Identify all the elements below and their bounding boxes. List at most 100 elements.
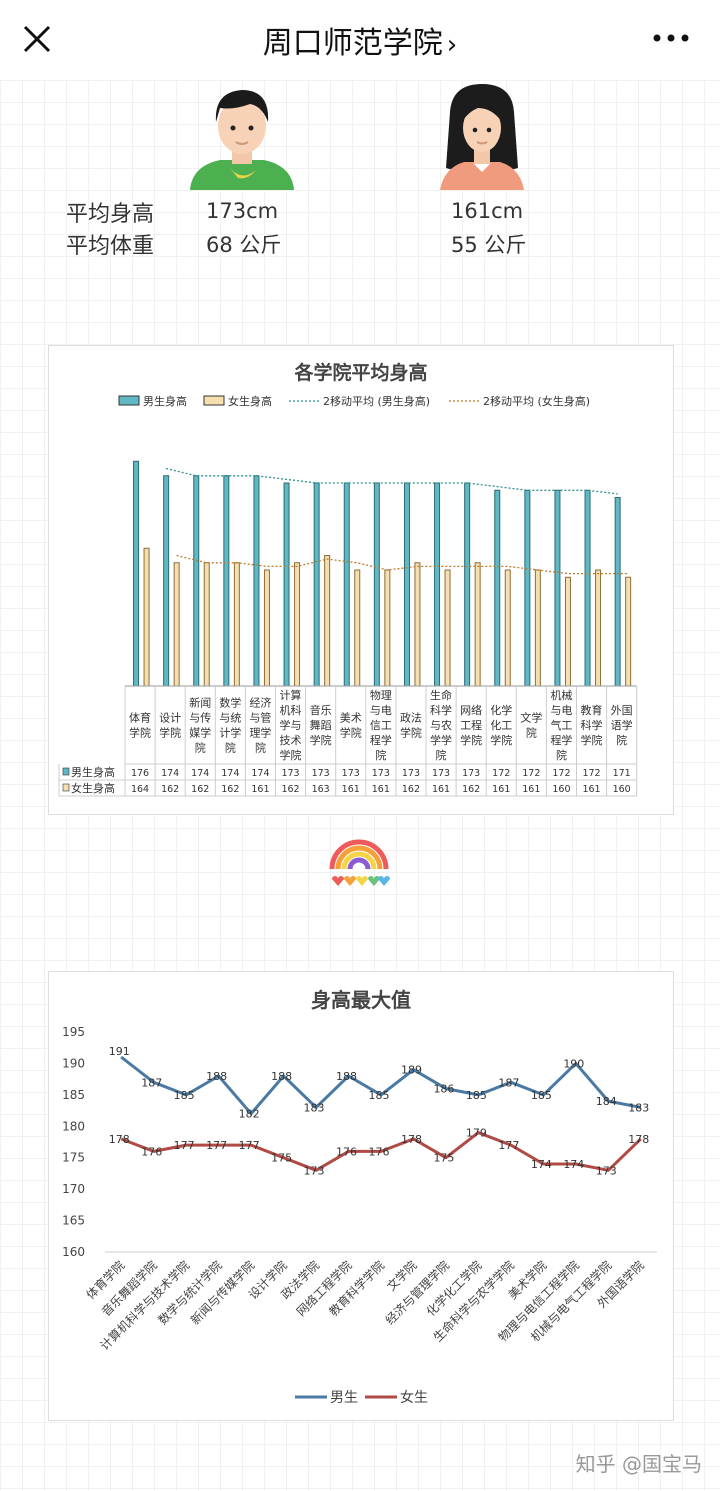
- data-label: 177: [174, 1139, 195, 1152]
- data-label: 183: [304, 1101, 325, 1114]
- data-label: 173: [596, 1164, 617, 1177]
- table-value-female: 160: [613, 784, 631, 795]
- data-label: 190: [563, 1057, 584, 1070]
- close-icon[interactable]: [22, 24, 52, 54]
- avg-height-label: 平均身高: [66, 202, 155, 227]
- category-label: 工程: [460, 719, 482, 732]
- category-label: 科学: [581, 718, 603, 732]
- bar-male: [584, 489, 591, 687]
- female-avg-height: 161cm: [451, 199, 524, 223]
- bar-male: [373, 482, 380, 687]
- legend-label-male: 男生身高: [143, 394, 187, 408]
- category-label: 院: [195, 741, 206, 755]
- data-label: 179: [466, 1127, 487, 1140]
- category-label: 学院: [490, 733, 512, 747]
- bar-male: [403, 482, 410, 687]
- line-chart: 195190185180175170165160体育学院音乐舞蹈学院计算机科学与…: [62, 1025, 657, 1406]
- category-label: 与电: [550, 704, 572, 717]
- data-label: 185: [369, 1089, 390, 1102]
- category-label: 网络: [460, 703, 482, 717]
- table-value-male: 171: [613, 768, 631, 779]
- table-value-male: 173: [402, 768, 420, 779]
- line-chart-title: 身高最大值: [311, 988, 411, 1012]
- page-title[interactable]: 周口师范学院 ›: [0, 18, 720, 62]
- table-row-label-female: 女生身高: [71, 781, 115, 795]
- category-label: 学与: [280, 718, 302, 732]
- category-label: 理学: [249, 726, 271, 740]
- bar-female: [444, 569, 451, 687]
- bar-female: [203, 562, 210, 687]
- data-label: 188: [206, 1070, 227, 1083]
- data-label: 174: [563, 1158, 584, 1171]
- table-value-female: 161: [492, 784, 510, 795]
- table-value-female: 163: [312, 784, 330, 795]
- data-label: 177: [498, 1139, 519, 1152]
- bar-female: [143, 547, 150, 687]
- category-label: 经济: [249, 696, 271, 710]
- category-label: 技术: [280, 734, 302, 747]
- watermark-text: 知乎 @国宝马: [575, 1452, 702, 1476]
- category-label: 教育: [581, 703, 603, 717]
- bar-female: [173, 562, 180, 687]
- male-avatar: [190, 90, 294, 190]
- data-label: 182: [239, 1108, 260, 1121]
- y-tick-label: 160: [62, 1245, 85, 1259]
- line-series-male: [120, 1055, 642, 1116]
- legend-label-male: 男生: [330, 1390, 358, 1406]
- bar-male: [614, 497, 621, 687]
- data-label: 175: [271, 1152, 292, 1165]
- data-label: 173: [304, 1164, 325, 1177]
- data-label: 177: [239, 1139, 260, 1152]
- table-value-female: 161: [432, 784, 450, 795]
- category-label: 设计: [159, 712, 181, 725]
- bar-male: [163, 475, 170, 687]
- rainbow-icon: [329, 839, 390, 886]
- table-value-female: 162: [191, 784, 209, 795]
- table-value-female: 162: [402, 784, 420, 795]
- category-label: 新闻: [189, 696, 211, 710]
- data-label: 174: [531, 1158, 552, 1171]
- data-label: 175: [433, 1152, 454, 1165]
- category-label: 化工: [490, 718, 512, 732]
- category-label: 学学: [430, 733, 452, 747]
- table-value-male: 172: [492, 768, 510, 779]
- more-icon[interactable]: [652, 28, 690, 48]
- category-label: 学院: [581, 733, 603, 747]
- legend-label-male-ma: 2移动平均 (男生身高): [323, 394, 430, 408]
- table-value-female: 164: [131, 784, 149, 795]
- data-label: 176: [336, 1145, 357, 1158]
- table-value-male: 173: [312, 768, 330, 779]
- category-label: 体育: [129, 711, 151, 725]
- male-avg-weight: 68 公斤: [206, 229, 281, 259]
- bar-female: [384, 569, 391, 687]
- data-label: 188: [271, 1070, 292, 1083]
- legend-swatch-male: [118, 395, 140, 406]
- category-label: 与电: [370, 704, 392, 717]
- table-value-female: 161: [372, 784, 390, 795]
- y-tick-label: 180: [62, 1119, 85, 1133]
- y-tick-label: 185: [62, 1088, 85, 1102]
- table-value-male: 174: [221, 768, 239, 779]
- category-label: 院: [526, 726, 537, 740]
- legend-swatch-female: [203, 395, 225, 406]
- category-label: 与农: [430, 718, 452, 732]
- table-key-female: [62, 783, 70, 792]
- bar-female: [263, 569, 270, 687]
- table-value-female: 162: [462, 784, 480, 795]
- female-weight-value: 55: [451, 233, 478, 257]
- table-value-female: 161: [251, 784, 269, 795]
- data-label: 185: [466, 1089, 487, 1102]
- table-value-male: 172: [552, 768, 570, 779]
- data-label: 178: [628, 1133, 649, 1146]
- data-label: 185: [531, 1089, 552, 1102]
- table-value-female: 161: [582, 784, 600, 795]
- avg-weight-label: 平均体重: [66, 234, 155, 259]
- top-bar: 周口师范学院 ›: [0, 0, 720, 80]
- data-label: 191: [109, 1045, 130, 1058]
- data-label: 176: [141, 1145, 162, 1158]
- bar-female: [534, 569, 541, 687]
- category-label: 学院: [400, 726, 422, 740]
- female-avatar: [440, 84, 524, 190]
- table-value-female: 161: [342, 784, 360, 795]
- data-label: 177: [206, 1139, 227, 1152]
